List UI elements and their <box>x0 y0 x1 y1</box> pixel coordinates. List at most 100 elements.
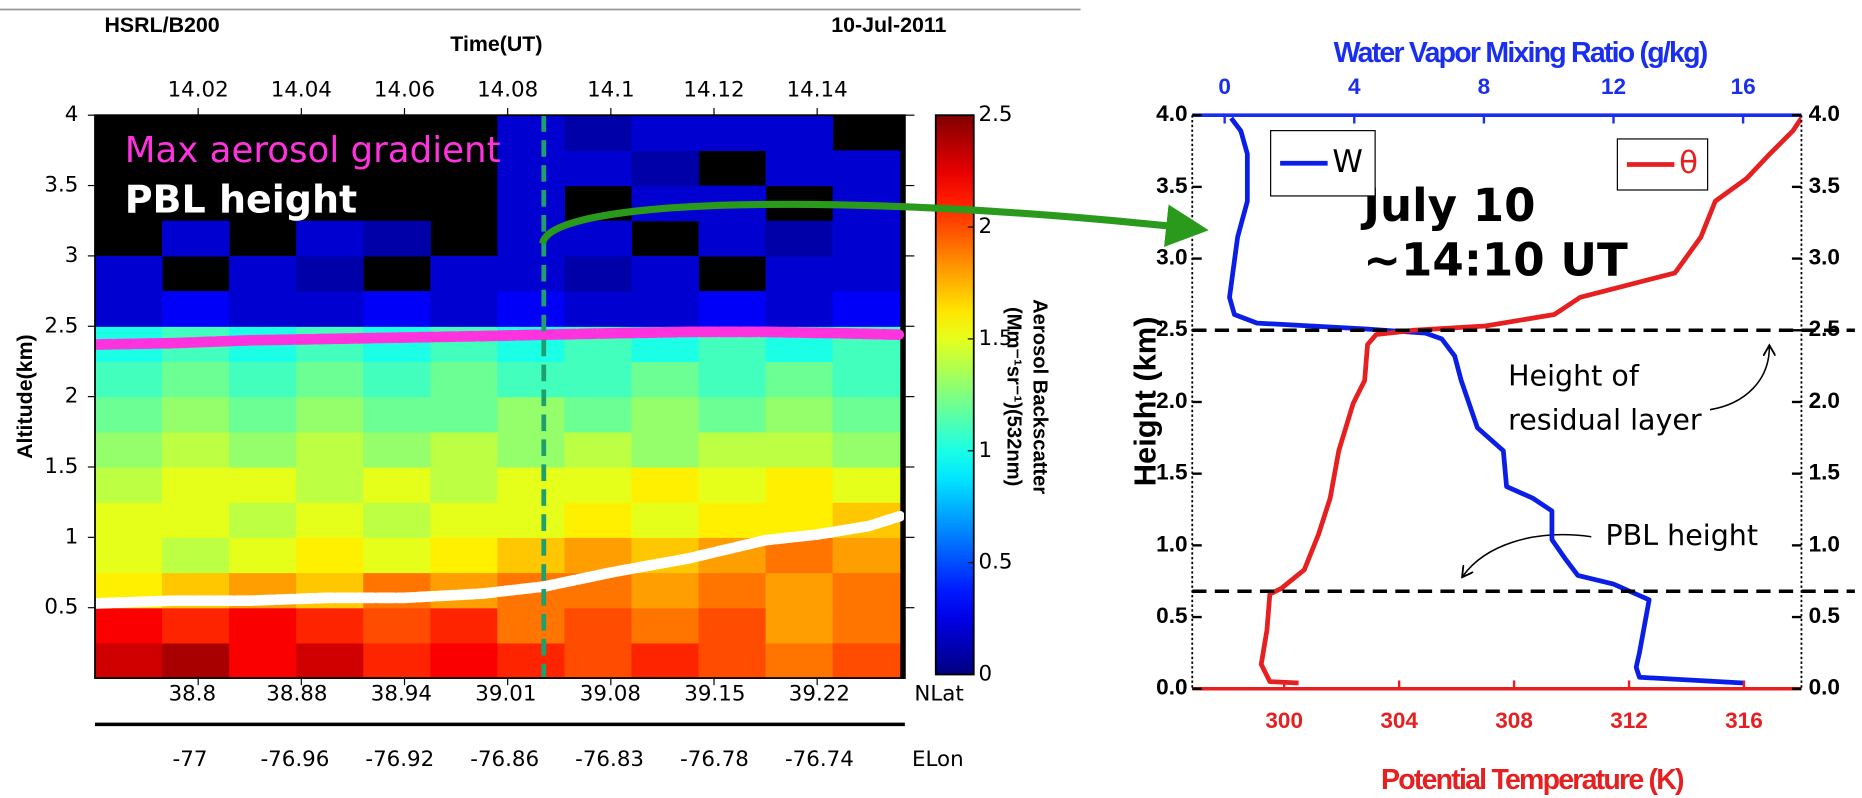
lat-tick-label: 39.22 <box>789 682 850 707</box>
heatmap-cell <box>631 431 700 468</box>
heatmap-cell <box>497 150 566 187</box>
heatmap-cell <box>631 572 700 609</box>
y-tick-label: 0.0 <box>1809 675 1840 700</box>
x-axis-title: Time(UT) <box>450 32 542 56</box>
heatmap-cell <box>631 466 700 503</box>
heatmap-cell <box>832 642 901 679</box>
heatmap-cell <box>162 431 230 468</box>
heatmap-cell <box>765 255 834 292</box>
lon-tick-label: -76.96 <box>260 747 329 772</box>
heatmap-cell <box>430 537 498 574</box>
x-tick-label: 14.14 <box>787 77 848 102</box>
y-tick-label: 1 <box>65 524 79 549</box>
lon-tick-label: -76.74 <box>785 747 854 772</box>
heatmap-cell <box>363 326 431 363</box>
heatmap-cell <box>497 115 566 151</box>
y-tick-label: 2.0 <box>1156 388 1187 413</box>
heatmap-cell <box>497 607 566 644</box>
x2-tick-label: 12 <box>1601 74 1626 99</box>
heatmap-cell <box>95 431 163 468</box>
y-tick-label: 4.0 <box>1156 101 1187 126</box>
heatmap-cell <box>497 431 566 468</box>
heatmap-cell <box>832 537 901 574</box>
heatmap-cell <box>95 642 163 679</box>
heatmap-cell <box>564 115 633 151</box>
lat-tick-label: 39.01 <box>475 682 536 707</box>
boundary-line <box>95 326 905 350</box>
heatmap-cell <box>430 642 498 679</box>
heatmap-cell <box>765 642 834 679</box>
heatmap <box>95 115 901 679</box>
heatmap-cell <box>229 291 297 327</box>
heatmap-cell <box>162 220 230 257</box>
y-tick-label: 2 <box>65 384 79 409</box>
x-tick-label: 14.1 <box>587 77 635 102</box>
heatmap-cell <box>162 642 230 679</box>
lon-tick-label: -76.92 <box>365 747 434 772</box>
heatmap-cell <box>832 220 901 257</box>
heatmap-cell <box>162 607 230 644</box>
heatmap-cell <box>631 361 700 398</box>
heatmap-cell <box>229 642 297 679</box>
heatmap-cell <box>698 572 767 609</box>
heatmap-cell <box>95 361 163 398</box>
heatmap-cell <box>832 466 901 503</box>
x-tick-label: 14.12 <box>683 77 744 102</box>
heatmap-cell <box>162 502 230 538</box>
heatmap-cell <box>564 431 633 468</box>
heatmap-cell <box>631 642 700 679</box>
heatmap-cell <box>95 255 163 292</box>
heatmap-cell <box>497 255 566 292</box>
heatmap-cell <box>765 431 834 468</box>
boundary-line <box>95 510 905 609</box>
heatmap-cell <box>698 396 767 433</box>
heatmap-cell <box>95 607 163 644</box>
heatmap-cell <box>162 537 230 574</box>
heatmap-cell <box>296 255 364 292</box>
y-tick-label: 4.0 <box>1809 101 1840 126</box>
heatmap-cell <box>95 502 163 538</box>
heatmap-cell <box>497 642 566 679</box>
x2-tick-label: 8 <box>1478 74 1491 99</box>
heatmap-cell <box>162 291 230 327</box>
y-tick-label: 3.0 <box>1809 245 1840 270</box>
heatmap-cell <box>296 396 364 433</box>
heatmap-cell <box>363 220 431 257</box>
annotation: PBL height <box>1606 519 1759 552</box>
heatmap-cell <box>832 396 901 433</box>
lon-tick-label: -76.83 <box>575 747 644 772</box>
heatmap-cell <box>765 291 834 327</box>
heatmap-cell <box>430 431 498 468</box>
y-tick-label: 1.5 <box>1156 460 1187 485</box>
colorbar-tick-label: 0.5 <box>979 550 1013 575</box>
x2-axis-title: Water Vapor Mixing Ratio (g/kg) <box>1334 37 1708 69</box>
heatmap-cell <box>229 361 297 398</box>
x-tick-label: 300 <box>1265 708 1303 733</box>
y-axis-title: Height (km) <box>1127 317 1162 487</box>
link-arrow <box>539 200 1209 247</box>
heatmap-cell <box>497 291 566 327</box>
panel-title: HSRL/B200 <box>105 13 220 37</box>
heatmap-cell <box>95 537 163 574</box>
heatmap-cell <box>363 642 431 679</box>
x-tick-label: 312 <box>1610 708 1648 733</box>
profile-line <box>1258 116 1802 686</box>
heatmap-cell <box>162 361 230 398</box>
heatmap-cell <box>430 396 498 433</box>
heatmap-cell <box>229 396 297 433</box>
heatmap-cell <box>497 361 566 398</box>
heatmap-cell <box>832 255 901 292</box>
colorbar-title: (Mm⁻¹sr⁻¹)(532nm) <box>1003 307 1025 486</box>
heatmap-cell <box>564 396 633 433</box>
date-label: 10-Jul-2011 <box>831 13 946 37</box>
heatmap-cell <box>497 466 566 503</box>
heatmap-cell <box>564 150 633 187</box>
heatmap-cell <box>564 466 633 503</box>
annotation-arrow <box>1463 533 1592 576</box>
heatmap-cell <box>95 466 163 503</box>
y-tick-label: 0.5 <box>1809 603 1840 628</box>
heatmap-cell <box>765 396 834 433</box>
heatmap-cell <box>698 502 767 538</box>
heatmap-cell <box>698 220 767 257</box>
